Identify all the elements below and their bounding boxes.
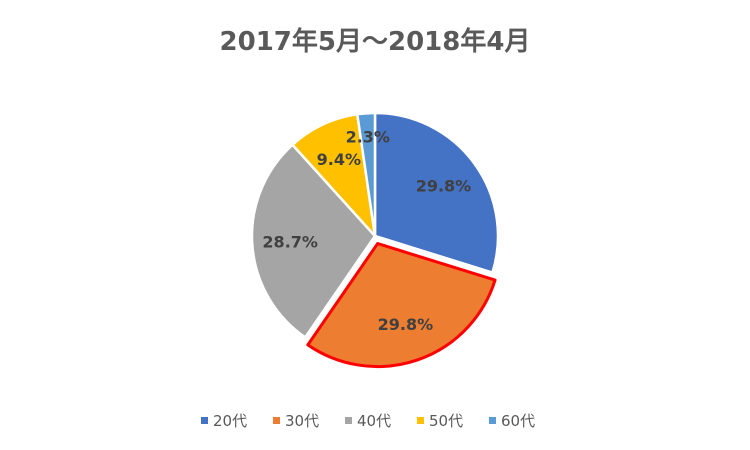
pie-slice-1	[373, 111, 500, 274]
legend-label-2: 30代	[285, 412, 319, 430]
legend: 20代 30代 40代 50代 60代	[201, 412, 535, 430]
pie-labels: 29.8% 29.8% 28.7% 9.4% 2.3%	[262, 127, 471, 334]
slice-label-1: 29.8%	[416, 177, 472, 196]
legend-label-1: 20代	[213, 412, 247, 430]
legend-item-2: 30代	[273, 412, 319, 430]
legend-swatch-1	[201, 417, 208, 424]
pie-slice-5	[356, 111, 377, 238]
legend-item-1: 20代	[201, 412, 247, 430]
legend-item-5: 60代	[489, 412, 535, 430]
chart-title: 2017年5月～2018年4月	[220, 26, 531, 57]
legend-swatch-2	[273, 417, 280, 424]
legend-label-5: 60代	[501, 412, 535, 430]
legend-item-3: 40代	[345, 412, 391, 430]
pie-slice-2	[306, 242, 497, 369]
pie-slices	[250, 111, 500, 369]
slice-label-5: 2.3%	[346, 127, 390, 146]
legend-swatch-3	[345, 417, 352, 424]
legend-swatch-4	[417, 417, 424, 424]
pie-slice-3	[250, 143, 377, 339]
legend-label-3: 40代	[357, 412, 391, 430]
legend-swatch-5	[489, 417, 496, 424]
slice-label-2: 29.8%	[378, 315, 434, 334]
legend-label-4: 50代	[429, 412, 463, 430]
slice-label-4: 9.4%	[317, 150, 361, 169]
legend-item-4: 50代	[417, 412, 463, 430]
slice-label-3: 28.7%	[262, 233, 318, 252]
